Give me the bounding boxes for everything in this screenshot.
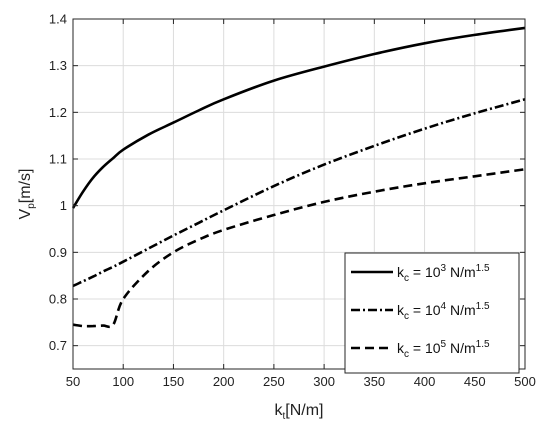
- legend-label-part: 5: [441, 339, 447, 350]
- x-tick-label: 450: [464, 374, 486, 389]
- legend-label-part: 3: [441, 263, 447, 274]
- y-tick-label: 1.1: [49, 152, 67, 167]
- legend-label-part: k: [397, 264, 405, 280]
- legend-label-1: kc = 103 N/m1.5: [397, 263, 490, 284]
- legend-label-part: 1.5: [476, 263, 490, 274]
- legend-label-part: 1.5: [476, 301, 490, 312]
- legend-label-part: c: [404, 273, 409, 284]
- y-tick-label: 0.8: [49, 292, 67, 307]
- legend-label-part: N/m: [446, 264, 476, 280]
- legend-label-part: N/m: [446, 340, 476, 356]
- y-tick-label: 0.7: [49, 338, 67, 353]
- y-tick-label: 1.3: [49, 58, 67, 73]
- legend-label-2: kc = 104 N/m1.5: [397, 301, 490, 322]
- legend-label-part: 1.5: [476, 339, 490, 350]
- x-tick-label: 500: [514, 374, 536, 389]
- y-axis-label-unit: [m/s]: [17, 169, 34, 204]
- legend-label-3: kc = 105 N/m1.5: [397, 339, 490, 360]
- y-axis-label-main: V: [17, 208, 34, 219]
- series-layer: [71, 26, 526, 329]
- x-tick-label: 200: [213, 374, 235, 389]
- series-line-1: [71, 26, 526, 209]
- x-tick-label: 300: [313, 374, 335, 389]
- x-axis-label-sub: t: [283, 411, 286, 422]
- legend-label-part: = 10: [409, 340, 441, 356]
- y-tick-label: 1: [60, 198, 67, 213]
- legend-label-part: c: [404, 349, 409, 360]
- y-tick-label: 1.2: [49, 105, 67, 120]
- legend-label-part: k: [397, 302, 405, 318]
- series-line-2: [72, 98, 526, 288]
- legend-label-part: k: [397, 340, 405, 356]
- plot-frame: [72, 18, 526, 370]
- legend-label-part: 4: [441, 301, 447, 312]
- x-tick-label: 250: [263, 374, 285, 389]
- x-tick-label: 400: [414, 374, 436, 389]
- x-tick-label: 350: [363, 374, 385, 389]
- x-axis-label-main: k: [275, 402, 284, 419]
- legend-label-part: = 10: [409, 302, 441, 318]
- y-axis-label-sub: p: [26, 203, 37, 209]
- x-tick-label: 150: [163, 374, 185, 389]
- legend-label-part: c: [404, 311, 409, 322]
- y-axis-label: Vp[m/s]: [17, 169, 37, 220]
- x-axis-label-unit: [N/m]: [285, 402, 323, 419]
- legend-label-part: = 10: [409, 264, 441, 280]
- y-tick-label: 1.4: [49, 12, 67, 27]
- ticks: 50 100 150 200 250 300 350 400 450 500 0.7 0.8 0.9 1 1…: [49, 12, 536, 390]
- legend: kc = 103 N/m1.5kc = 104 N/m1.5kc = 105 N…: [344, 252, 520, 374]
- x-tick-label: 100: [112, 374, 134, 389]
- x-axis-label: kt[N/m]: [275, 402, 324, 422]
- x-tick-label: 50: [66, 374, 80, 389]
- legend-label-part: N/m: [446, 302, 476, 318]
- y-tick-label: 0.9: [49, 245, 67, 260]
